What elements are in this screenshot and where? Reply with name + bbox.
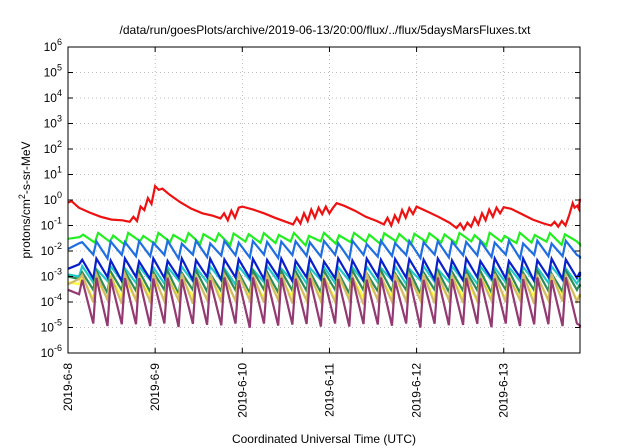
y-tick-exp: -1 (54, 216, 62, 226)
y-tick-base: 10 (44, 142, 58, 156)
y-tick-label: 103 (44, 114, 62, 131)
y-tick-exp: 3 (57, 114, 62, 124)
series-line-5 (67, 254, 582, 285)
y-tick-label: 100 (44, 190, 62, 207)
x-axis-label: Coordinated Universal Time (UTC) (232, 432, 416, 446)
series-line-2 (67, 230, 582, 248)
y-tick-exp: 0 (57, 190, 62, 200)
series-layer (67, 183, 582, 328)
y-tick-label: 10-6 (41, 343, 62, 360)
y-tick-exp: -3 (54, 267, 62, 277)
y-tick-base: 10 (41, 270, 55, 284)
series-line-3 (67, 237, 582, 262)
x-tick-label: 2019-6-8 (61, 363, 75, 411)
x-tick-label: 2019-6-10 (235, 363, 249, 418)
y-tick-base: 10 (44, 193, 58, 207)
y-tick-exp: -4 (54, 292, 62, 302)
y-tick-exp: -5 (54, 318, 62, 328)
y-tick-base: 10 (41, 346, 55, 360)
y-tick-label: 105 (44, 63, 62, 80)
y-axis-label-post: -s-sr-MeV (19, 141, 33, 194)
x-tick-label: 2019-6-11 (322, 363, 336, 417)
y-tick-exp: -2 (54, 241, 62, 251)
chart-title: /data/run/goesPlots/archive/2019-06-13/2… (120, 23, 532, 37)
y-tick-exp: 2 (57, 139, 62, 149)
x-tick-label: 2019-6-9 (148, 363, 162, 411)
y-tick-base: 10 (44, 168, 58, 182)
y-tick-base: 10 (44, 117, 58, 131)
y-tick-label: 10-4 (41, 292, 62, 309)
y-tick-label: 10-2 (41, 241, 62, 258)
y-axis-label: protons/cm2-s-sr-MeV (17, 141, 33, 258)
y-tick-label: 10-5 (41, 318, 62, 335)
y-tick-exp: -6 (54, 343, 62, 353)
y-tick-exp: 1 (57, 165, 62, 175)
y-tick-exp: 4 (57, 88, 62, 98)
series-line-1 (67, 183, 582, 232)
y-tick-label: 106 (44, 37, 62, 54)
x-tick-label: 2019-6-12 (410, 363, 424, 418)
y-axis: 10-610-510-410-310-210-11001011021031041… (41, 37, 580, 360)
y-tick-base: 10 (44, 40, 58, 54)
y-tick-label: 101 (44, 165, 62, 182)
y-axis-label-sup: 2 (17, 194, 27, 199)
series-line-6 (67, 266, 582, 298)
series-line-9 (67, 277, 582, 328)
y-tick-base: 10 (44, 91, 58, 105)
y-tick-base: 10 (41, 295, 55, 309)
y-tick-base: 10 (41, 321, 55, 335)
y-tick-base: 10 (41, 219, 55, 233)
y-tick-exp: 6 (57, 37, 62, 47)
y-axis-label-pre: protons/cm (19, 199, 33, 258)
series-line-8 (67, 269, 582, 307)
x-axis: 2019-6-8 2019-6-9 2019-6-10 2019-6-11 2019-6… (61, 47, 511, 418)
y-tick-base: 10 (41, 244, 55, 258)
x-tick-label: 2019-6-13 (497, 363, 511, 418)
y-tick-label: 10-1 (41, 216, 62, 233)
y-tick-base: 10 (44, 66, 58, 80)
y-tick-label: 104 (44, 88, 62, 105)
y-tick-exp: 5 (57, 63, 62, 73)
y-tick-label: 10-3 (41, 267, 62, 284)
series-line-4 (67, 263, 582, 288)
y-tick-label: 102 (44, 139, 62, 156)
